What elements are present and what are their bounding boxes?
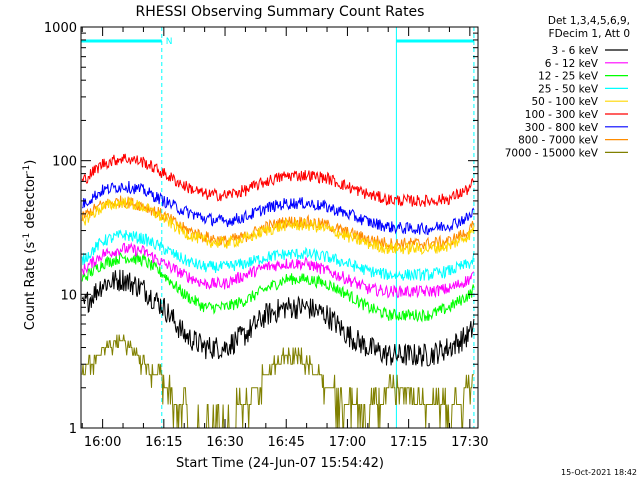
y-tick-label: 10	[60, 288, 77, 303]
y-tick-label: 100	[52, 155, 77, 170]
axes: 1 10 100 1000 16:00 16:15 16:30 16:45 17:00 17:15…	[44, 21, 489, 450]
legend-entry-label: 6 - 12 keV	[545, 58, 599, 70]
series-line	[81, 229, 475, 281]
x-tick-label: 16:45	[267, 435, 304, 450]
series-line	[82, 180, 475, 236]
legend-header-line-2: FDecim 1, Att 0	[549, 28, 630, 40]
plot-frame	[80, 26, 479, 429]
series-line	[81, 195, 475, 250]
x-tick-label: 17:30	[451, 435, 488, 450]
x-axis-label: Start Time (24-Jun-07 15:54:42)	[176, 456, 384, 471]
x-tick-label: 16:15	[145, 435, 182, 450]
y-tick-label: 1000	[44, 21, 77, 36]
series-line	[81, 153, 475, 208]
legend-entry-label: 300 - 800 keV	[525, 122, 599, 134]
series-line	[81, 334, 474, 429]
series-layer	[81, 153, 475, 429]
legend: Det 1,3,4,5,6,9, FDecim 1, Att 0 3 - 6 k…	[505, 15, 630, 159]
legend-entry-label: 25 - 50 keV	[538, 83, 599, 95]
series-line	[81, 241, 475, 299]
legend-entry-label: 12 - 25 keV	[538, 71, 599, 83]
legend-entry-label: 7000 - 15000 keV	[505, 147, 599, 159]
x-tick-label: 17:15	[390, 435, 427, 450]
x-tick-label: 16:30	[206, 435, 243, 450]
y-axis-label: Count Rate (s-1 detector-1)	[22, 160, 38, 331]
x-tick-label: 16:00	[84, 435, 121, 450]
chart-title: RHESSI Observing Summary Count Rates	[136, 4, 425, 20]
series-line	[81, 251, 475, 323]
legend-entry-label: 800 - 7000 keV	[518, 135, 599, 147]
night-flag-label: N	[166, 37, 173, 47]
legend-entry-label: 3 - 6 keV	[551, 45, 598, 57]
series-line	[81, 269, 475, 367]
y-tick-label: 1	[69, 422, 77, 437]
series-line	[81, 196, 475, 256]
timestamp: 15-Oct-2021 18:42	[561, 468, 637, 477]
legend-entry-label: 100 - 300 keV	[525, 109, 599, 121]
legend-entry-label: 50 - 100 keV	[531, 96, 598, 108]
x-tick-label: 17:00	[329, 435, 366, 450]
legend-header-line-1: Det 1,3,4,5,6,9,	[548, 15, 630, 27]
